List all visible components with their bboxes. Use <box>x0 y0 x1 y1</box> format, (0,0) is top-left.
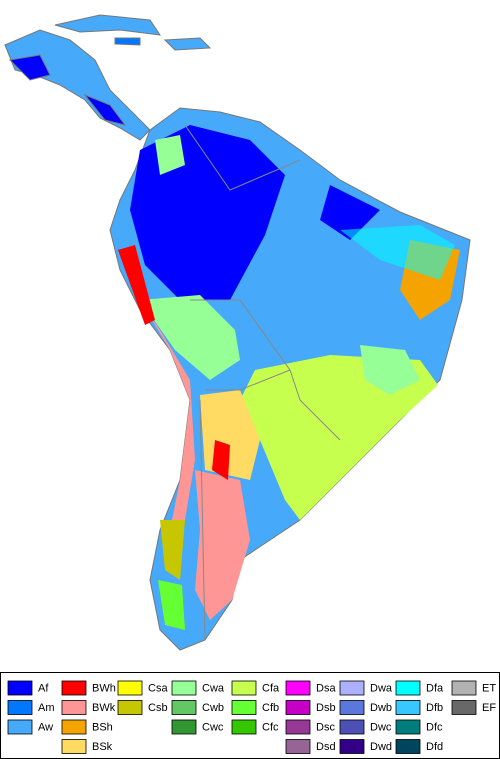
legend-label: Csb <box>148 702 168 714</box>
legend-label: Dwa <box>370 682 393 694</box>
legend-label: Dwd <box>370 741 392 753</box>
legend-label: BSh <box>92 721 113 733</box>
legend-label: Dsd <box>316 741 336 753</box>
legend-swatch <box>339 700 365 715</box>
legend-swatch <box>61 680 87 696</box>
legend-label: Am <box>38 702 55 714</box>
climate-map <box>4 14 471 651</box>
legend-label: Dsb <box>316 702 336 714</box>
legend-swatch <box>117 700 143 715</box>
legend-swatch <box>61 719 87 735</box>
legend-label: BSk <box>92 741 113 753</box>
legend-swatch <box>395 680 421 696</box>
legend-swatch <box>171 700 197 715</box>
legend-swatch <box>285 719 311 735</box>
legend-swatch <box>7 719 33 735</box>
legend-label: Cwc <box>202 721 224 733</box>
legend-label: Cwa <box>202 682 225 694</box>
legend-swatch <box>285 739 311 754</box>
legend-swatch <box>171 680 197 696</box>
legend-label: Dfa <box>426 682 444 694</box>
legend-swatch <box>117 680 143 696</box>
legend-label: EF <box>482 702 496 714</box>
legend-label: Dwb <box>370 702 392 714</box>
legend-swatch <box>231 719 257 735</box>
legend-label: Dfd <box>426 741 443 753</box>
legend-swatch <box>451 700 477 715</box>
legend-label: Csa <box>148 682 168 694</box>
legend-label: Cwb <box>202 702 224 714</box>
legend-label: Cfc <box>262 721 279 733</box>
legend-label: BWk <box>92 702 116 714</box>
legend-swatch <box>285 700 311 715</box>
legend-label: Dsa <box>316 682 336 694</box>
legend-swatch <box>231 700 257 715</box>
legend-label: Cfa <box>262 682 280 694</box>
legend-swatch <box>61 700 87 715</box>
legend-label: ET <box>482 682 496 694</box>
legend-swatch <box>395 739 421 754</box>
legend-label: Af <box>38 682 49 694</box>
legend-swatch <box>231 680 257 696</box>
legend-swatch <box>339 739 365 754</box>
legend-label: BWh <box>92 682 116 694</box>
legend-swatch <box>171 719 197 735</box>
legend-swatch <box>339 680 365 696</box>
legend-swatch <box>395 719 421 735</box>
legend: Af Am Aw BWh BWk BSh BSk Csa Csb Cwa Cwb Cwc Cfa Cfb C… <box>0 672 500 759</box>
legend-label: Dwc <box>370 721 392 733</box>
legend-swatch <box>285 680 311 696</box>
legend-label: Aw <box>38 721 53 733</box>
legend-swatch <box>7 680 33 696</box>
legend-swatch <box>61 739 87 754</box>
legend-swatch <box>451 680 477 696</box>
legend-label: Dfb <box>426 702 443 714</box>
legend-label: Dsc <box>316 721 335 733</box>
legend-label: Cfb <box>262 702 279 714</box>
legend-label: Dfc <box>426 721 443 733</box>
legend-swatch <box>7 700 33 715</box>
legend-swatch <box>395 700 421 715</box>
legend-swatch <box>339 719 365 735</box>
